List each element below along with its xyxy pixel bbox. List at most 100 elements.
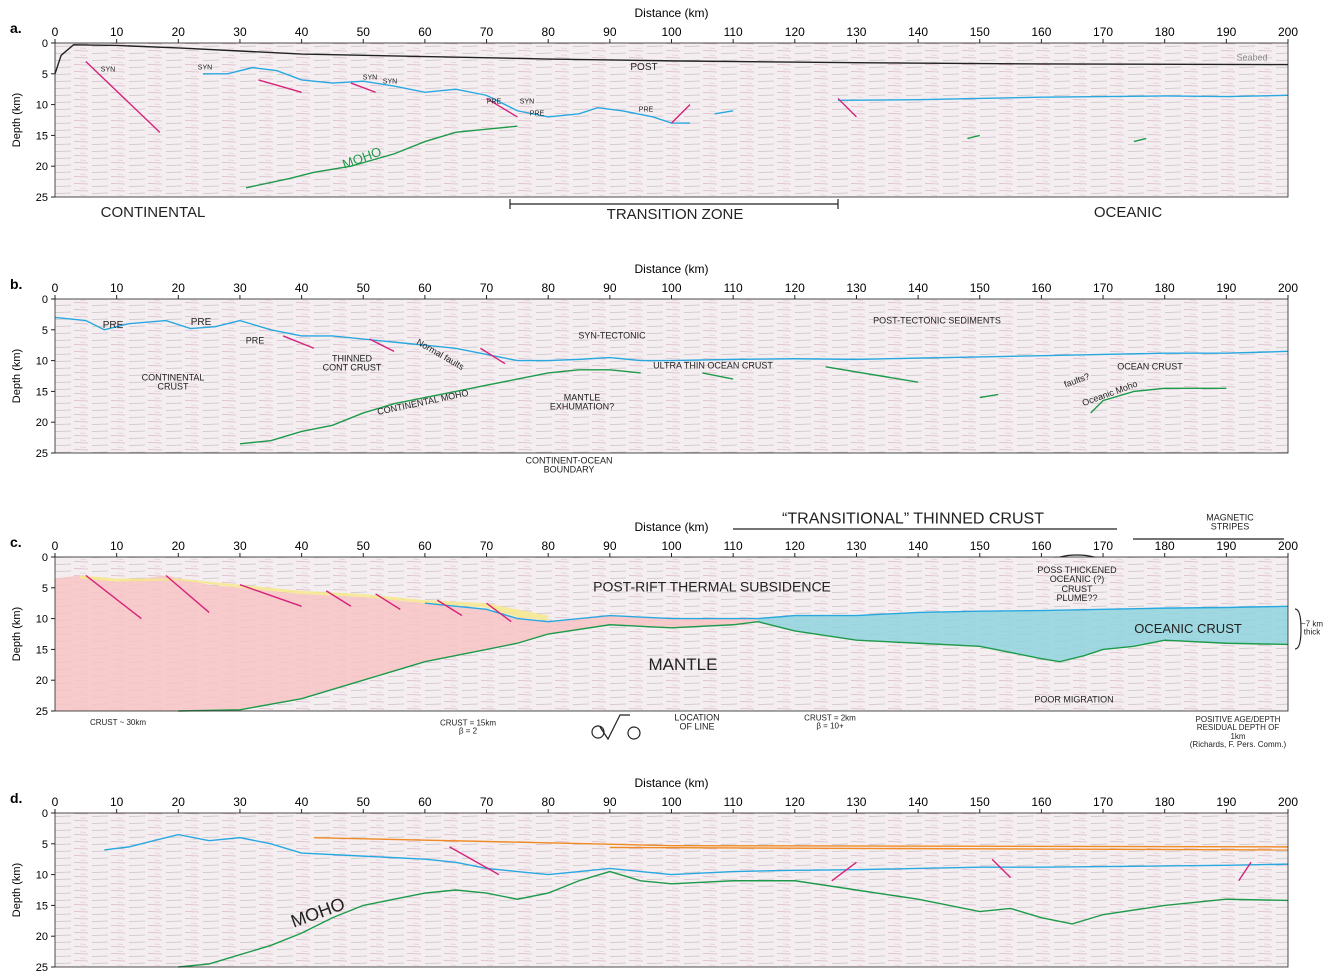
x-tick-label: 170 <box>1093 539 1113 553</box>
panel-label: c. <box>10 534 22 550</box>
x-tick-label: 120 <box>785 539 805 553</box>
x-tick-label: 80 <box>542 795 556 809</box>
x-axis-title: Distance (km) <box>634 776 708 790</box>
x-tick-label: 20 <box>172 281 186 295</box>
x-tick-label: 170 <box>1093 795 1113 809</box>
y-tick-label: 0 <box>42 38 48 50</box>
x-tick-label: 170 <box>1093 25 1113 39</box>
y-tick-label: 25 <box>36 192 48 204</box>
y-axis-title: Depth (km) <box>11 349 23 403</box>
annotation: PRE <box>102 319 124 331</box>
interpreted-horizon <box>325 590 352 607</box>
y-tick-label: 20 <box>36 675 48 687</box>
x-tick-label: 30 <box>233 281 247 295</box>
panel: c.Distance (km)Depth (km)0 10 20 30 40 50 60 70… <box>10 520 1298 718</box>
interpreted-horizon <box>165 574 210 613</box>
annotation: LOCATION OF LINE <box>674 712 720 732</box>
y-axis-title: Depth (km) <box>11 93 23 147</box>
interpreted-horizon <box>424 602 1289 623</box>
y-tick-label: 5 <box>42 325 48 337</box>
annotation: CONTINENTAL <box>100 204 206 222</box>
annotation: OCEAN CRUST <box>1117 361 1183 372</box>
x-tick-label: 130 <box>846 795 866 809</box>
x-tick-label: 150 <box>970 281 990 295</box>
annotation: OCEANIC <box>1093 204 1163 222</box>
annotation: TRANSITION ZONE <box>606 206 744 224</box>
y-tick-label: 0 <box>42 808 48 820</box>
panel: d.Distance (km)Depth (km)0 10 20 30 40 50 60 70… <box>10 776 1298 971</box>
interpreted-horizon <box>837 97 857 118</box>
y-tick-label: 5 <box>42 69 48 81</box>
x-tick-label: 200 <box>1278 25 1298 39</box>
x-tick-label: 60 <box>418 539 432 553</box>
interpreted-horizon <box>54 44 1289 75</box>
x-tick-label: 60 <box>418 25 432 39</box>
x-tick-label: 150 <box>970 795 990 809</box>
x-tick-label: 90 <box>603 25 617 39</box>
x-tick-label: 30 <box>233 25 247 39</box>
annotation: SYN <box>362 74 378 82</box>
x-tick-label: 140 <box>908 25 928 39</box>
annotation: SYN <box>100 66 116 74</box>
annotation: PRE <box>245 335 265 346</box>
x-tick-label: 180 <box>1155 795 1175 809</box>
x-tick-label: 90 <box>603 281 617 295</box>
y-tick-label: 0 <box>42 294 48 306</box>
seismic-texture <box>55 43 1288 197</box>
interpreted-horizon <box>609 846 1289 851</box>
panel: b.Distance (km)Depth (km)0 10 20 30 40 50 60 70… <box>10 262 1298 460</box>
y-tick-label: 25 <box>36 962 48 971</box>
y-tick-label: 15 <box>36 386 48 398</box>
x-tick-label: 110 <box>724 795 743 809</box>
x-tick-label: 160 <box>1031 539 1051 553</box>
y-tick-label: 5 <box>42 583 48 595</box>
x-tick-label: 20 <box>172 539 186 553</box>
x-tick-label: 70 <box>480 539 494 553</box>
x-tick-label: 80 <box>542 539 556 553</box>
annotation: POOR MIGRATION <box>1034 694 1114 705</box>
y-tick-label: 20 <box>36 931 48 943</box>
x-tick-label: 190 <box>1216 539 1236 553</box>
annotation: SYN <box>197 64 213 72</box>
x-tick-label: 100 <box>661 539 681 553</box>
annotation: SYN-TECTONIC <box>578 330 646 341</box>
x-tick-label: 70 <box>480 25 494 39</box>
interpreted-horizon <box>350 82 376 93</box>
x-axis-title: Distance (km) <box>634 520 708 534</box>
annotation: “TRANSITIONAL” THINNED CRUST <box>782 510 1044 528</box>
interpreted-horizon <box>54 316 1289 362</box>
x-tick-label: 140 <box>908 281 928 295</box>
y-tick-label: 25 <box>36 706 48 718</box>
x-tick-label: 160 <box>1031 795 1051 809</box>
area <box>757 606 1288 662</box>
x-tick-label: 200 <box>1278 539 1298 553</box>
area <box>79 575 549 621</box>
interpreted-horizon <box>85 60 161 133</box>
y-tick-label: 10 <box>36 100 48 112</box>
x-tick-label: 20 <box>172 795 186 809</box>
x-tick-label: 120 <box>785 795 805 809</box>
annotation: PRE <box>486 98 502 106</box>
x-tick-label: 80 <box>542 25 556 39</box>
area <box>55 575 758 711</box>
x-tick-label: 140 <box>908 539 928 553</box>
interpreted-horizon <box>313 836 1289 848</box>
x-tick-label: 200 <box>1278 795 1298 809</box>
x-tick-label: 150 <box>970 539 990 553</box>
annotation: POST-TECTONIC SEDIMENTS <box>873 315 1001 326</box>
panel-label: b. <box>10 276 22 292</box>
y-axis-title: Depth (km) <box>11 863 23 917</box>
y-tick-label: 15 <box>36 900 48 912</box>
interpreted-horizon <box>671 104 691 124</box>
interpreted-horizon <box>104 833 1289 876</box>
interpreted-horizon <box>258 79 302 93</box>
x-tick-label: 140 <box>908 795 928 809</box>
interpreted-horizon <box>831 861 857 882</box>
x-tick-label: 40 <box>295 795 309 809</box>
x-tick-label: 50 <box>357 539 371 553</box>
interpreted-horizon <box>486 602 512 623</box>
x-tick-label: 180 <box>1155 539 1175 553</box>
interpreted-horizon <box>1238 861 1252 882</box>
